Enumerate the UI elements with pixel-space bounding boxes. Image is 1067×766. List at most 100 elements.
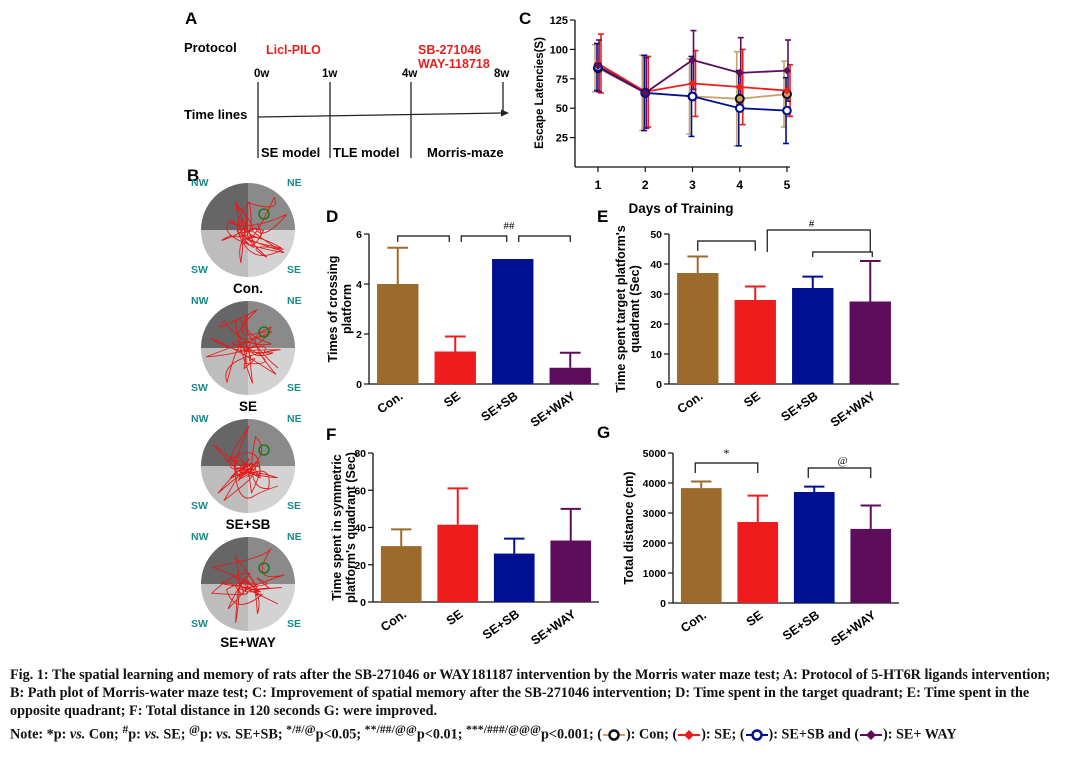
c-xtick-label-4: 4: [736, 178, 743, 192]
panel-d: D 0 2 4 6 Con. SE SE+SB SE+WAY Times of crossing…: [326, 207, 599, 430]
tick-4w: 4w: [402, 68, 417, 80]
note-p-se: p:: [128, 726, 141, 743]
figure-canvas: A Protocol Licl-PILO SB-271046 WAY-11871…: [184, 9, 899, 650]
platform-1: [258, 326, 270, 338]
caption-fig-label: Fig. 1:: [10, 667, 49, 683]
group-label-2: SE+SB: [226, 517, 271, 532]
c-xtick-label-1: 1: [595, 178, 602, 192]
d-bar-1: [434, 351, 476, 384]
tick-1w: 1w: [322, 68, 337, 80]
d-ylabel-0: Times of crossing: [326, 256, 340, 363]
c-xtick-label-2: 2: [642, 178, 649, 192]
panel-e: E 0 10 20 30 40 50 Con. SE SE+SB SE+WAY Time spent…: [597, 207, 899, 430]
label-ne-1: NE: [287, 295, 302, 307]
swim-path-0: [221, 196, 288, 263]
quadrant-sw-3: [201, 584, 248, 631]
d-ytick-label-2: 2: [356, 329, 362, 341]
note-vs-1: vs.: [69, 726, 86, 743]
d-xtick-label-3: SE+WAY: [528, 389, 579, 430]
e-bar-3: [849, 301, 891, 384]
label-sw-2: SW: [191, 500, 208, 512]
e-bracket-0: [697, 240, 756, 251]
d-xtick-label-1: SE: [441, 389, 463, 410]
group-label-1: SE: [239, 399, 257, 414]
quadrant-nw-2: [201, 419, 248, 466]
quadrant-ne-3: [248, 537, 295, 584]
f-ytick-label-40: 40: [354, 523, 366, 535]
d-xtick-label-2: SE+SB: [479, 389, 521, 424]
c-xlabel: Days of Training: [628, 201, 733, 216]
caption-main: Fig. 1: The spatial learning and memory …: [10, 666, 1060, 720]
label-se-0: SE: [287, 264, 301, 276]
quadrant-ne-1: [248, 301, 295, 348]
e-xtick-label-3: SE+WAY: [828, 389, 879, 430]
e-xtick-label-0: Con.: [675, 389, 706, 416]
platform-2: [258, 444, 270, 456]
d-bar-2: [492, 259, 534, 384]
c-point-sb-2: [687, 91, 698, 102]
g-ytick-label-2000: 2000: [643, 538, 667, 550]
swim-path-3: [210, 547, 285, 623]
f-xtick-label-0: Con.: [378, 607, 409, 634]
label-se-3: SE: [287, 618, 301, 630]
panel-letter-g: G: [597, 423, 610, 442]
label-nw-0: NW: [191, 177, 209, 189]
note-p3-mark: ***/###/@@@: [465, 722, 542, 736]
f-xtick-label-3: SE+WAY: [528, 607, 579, 648]
note-label: Note:: [10, 726, 44, 743]
c-point-se-4: [783, 86, 791, 95]
timeline-arrowhead: [501, 109, 509, 117]
g-bar-0: [680, 488, 722, 603]
panel-g: G 0 1000 2000 3000 4000 5000 Con. SE SE+SB SE+WAY…: [597, 423, 899, 649]
e-ylabel-1: quadrant (Sec): [628, 265, 642, 353]
note-hash-mark: #: [122, 722, 129, 736]
phase-se-model: SE model: [261, 145, 320, 160]
c-point-way-0: [594, 61, 602, 70]
c-ytick-label-125: 125: [550, 15, 568, 27]
label-ne-3: NE: [287, 531, 302, 543]
g-xtick-label-2: SE+SB: [780, 608, 822, 643]
note-con: Con;: [88, 726, 119, 743]
d-bracket-2: [518, 235, 571, 242]
phase-morris-maze: Morris-maze: [427, 145, 504, 160]
f-ytick-label-80: 80: [354, 448, 366, 460]
d-bar-3: [549, 367, 591, 384]
panel-letter-b: B: [187, 166, 199, 185]
phase-tle-model: TLE model: [333, 145, 399, 160]
label-se-1: SE: [287, 382, 301, 394]
panel-letter-a: A: [185, 9, 197, 28]
c-xtick-label-3: 3: [689, 178, 696, 192]
timeline-axis: [257, 112, 504, 118]
g-bracket-0: [694, 462, 759, 473]
group-label-0: Con.: [233, 281, 263, 296]
drug-way-118718: WAY-118718: [418, 57, 490, 71]
e-ytick-label-0: 0: [656, 379, 662, 391]
f-ylabel-0: Time spent in symmetric: [330, 454, 344, 600]
drug-licl-pilo: Licl-PILO: [266, 43, 321, 57]
panel-letter-f: F: [326, 425, 336, 444]
legend-se-label: ): SE;: [701, 726, 737, 743]
c-point-way-2: [688, 55, 697, 64]
f-bar-2: [493, 553, 535, 602]
c-point-se-3: [735, 83, 744, 92]
e-sig-label: #: [809, 218, 815, 230]
c-point-con-3: [734, 93, 745, 104]
caption-note: Note: *p: vs. Con; #p: vs. SE; @p: vs. S…: [10, 722, 957, 743]
e-xtick-label-1: SE: [741, 389, 763, 410]
c-xtick-label-5: 5: [784, 178, 791, 192]
g-sig-label-1: @: [837, 455, 847, 467]
f-xtick-label-2: SE+SB: [480, 607, 522, 642]
note-sesb: SE+SB;: [235, 726, 283, 743]
quadrant-nw-3: [201, 537, 248, 584]
g-xtick-label-3: SE+WAY: [828, 608, 879, 649]
panel-letter-c: C: [519, 9, 531, 28]
panel-letter-e: E: [597, 207, 608, 226]
e-bar-0: [677, 273, 719, 384]
g-bar-1: [737, 522, 779, 603]
f-xtick-label-1: SE: [444, 607, 466, 628]
label-nw-3: NW: [191, 531, 209, 543]
swim-path-2: [212, 426, 279, 501]
panel-letter-d: D: [326, 207, 338, 226]
legend-sb-icon: [745, 729, 768, 742]
g-xtick-label-1: SE: [744, 608, 766, 629]
